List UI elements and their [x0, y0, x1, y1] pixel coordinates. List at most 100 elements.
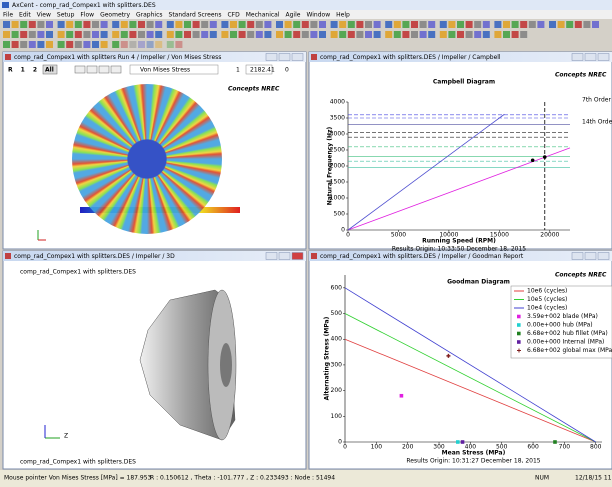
toolbar-button[interactable]	[129, 41, 137, 48]
window-button[interactable]	[597, 53, 610, 61]
value-box[interactable]	[245, 64, 273, 75]
toolbar-button[interactable]	[549, 21, 556, 28]
window-button[interactable]	[278, 53, 291, 61]
toolbar-button[interactable]	[247, 31, 255, 38]
toolbar-button[interactable]	[74, 31, 82, 38]
toolbar-button[interactable]	[129, 31, 137, 38]
window-button[interactable]	[265, 252, 278, 260]
toolbar-button[interactable]	[557, 21, 565, 28]
menu-item[interactable]: Geometry	[100, 12, 130, 19]
toolbar-button[interactable]	[448, 31, 456, 38]
toolbar-button[interactable]	[74, 41, 82, 48]
menu-item[interactable]: Standard Screens	[169, 12, 222, 19]
toolbar-button[interactable]	[411, 31, 418, 38]
menu-item[interactable]: Help	[336, 12, 350, 19]
toolbar-button[interactable]	[192, 31, 200, 38]
toolbar-button[interactable]	[310, 21, 318, 28]
toolbar-button[interactable]	[209, 31, 217, 38]
toolbar-button[interactable]	[37, 21, 45, 28]
toolbar-button[interactable]	[537, 21, 545, 28]
menu-item[interactable]: File	[3, 12, 13, 19]
toolbar-toggle[interactable]: 2	[33, 67, 37, 74]
window-button[interactable]	[571, 252, 584, 260]
toolbar-button[interactable]	[264, 31, 272, 38]
toolbar-button[interactable]	[92, 41, 99, 48]
toolbar-button[interactable]	[293, 21, 301, 28]
toolbar-button[interactable]	[365, 21, 372, 28]
toolbar-button[interactable]	[11, 41, 19, 48]
toolbar-button[interactable]	[284, 31, 292, 38]
toolbar-button[interactable]	[83, 31, 91, 38]
toolbar-button[interactable]	[3, 31, 10, 38]
toolbar-button[interactable]	[457, 21, 464, 28]
toolbar-button[interactable]	[46, 21, 53, 28]
toolbar-button[interactable]	[373, 21, 381, 28]
toolbar-button[interactable]	[503, 31, 510, 38]
toolbar-button[interactable]	[520, 31, 528, 38]
toolbar-button[interactable]	[146, 21, 154, 28]
toolbar-button[interactable]	[201, 21, 209, 28]
toolbar-button[interactable]	[474, 21, 482, 28]
toolbar-button[interactable]	[166, 41, 174, 48]
toolbar-button[interactable]	[11, 31, 19, 38]
toolbar-button[interactable]	[57, 41, 65, 48]
toolbar-button[interactable]	[511, 31, 519, 38]
menu-item[interactable]: Setup	[57, 12, 75, 19]
toolbar-button[interactable]	[393, 31, 401, 38]
toolbar-button[interactable]	[100, 21, 108, 28]
toolbar-button[interactable]	[301, 21, 309, 28]
toolbar-button[interactable]	[474, 31, 482, 38]
toolbar-button[interactable]	[28, 31, 36, 38]
toolbar-button[interactable]	[138, 41, 145, 48]
toolbar-button[interactable]	[428, 31, 436, 38]
toolbar-button[interactable]	[247, 21, 255, 28]
toolbar-button[interactable]	[92, 31, 99, 38]
toolbar-button[interactable]	[112, 31, 120, 38]
toolbar-button[interactable]	[255, 21, 263, 28]
toolbar-button[interactable]	[419, 31, 427, 38]
toolbar-button[interactable]	[46, 31, 53, 38]
toolbar-button[interactable]	[66, 31, 74, 38]
toolbar-button[interactable]	[503, 21, 510, 28]
toolbar-button[interactable]	[592, 21, 599, 28]
toolbar-button[interactable]	[465, 31, 473, 38]
toolbar-button[interactable]	[184, 21, 191, 28]
toolbar-button[interactable]	[28, 41, 36, 48]
toolbar-button[interactable]	[155, 31, 163, 38]
toolbar-button[interactable]	[293, 31, 301, 38]
toolbar-button[interactable]	[339, 31, 347, 38]
toolbar-button[interactable]	[37, 31, 45, 38]
toolbar-button[interactable]	[402, 21, 410, 28]
toolbar-button[interactable]	[339, 21, 347, 28]
toolbar-button[interactable]	[11, 21, 19, 28]
toolbar-button[interactable]	[166, 21, 174, 28]
toolbar-button[interactable]	[112, 21, 120, 28]
window-button[interactable]	[571, 53, 584, 61]
dropdown[interactable]	[129, 64, 219, 75]
toolbar-button[interactable]	[166, 31, 174, 38]
menu-item[interactable]: Edit	[19, 12, 31, 19]
toolbar-button[interactable]	[310, 31, 318, 38]
toolbar-button[interactable]	[221, 21, 229, 28]
toolbar-button[interactable]	[365, 31, 372, 38]
toolbar-button[interactable]	[520, 21, 528, 28]
view-button[interactable]	[74, 65, 86, 74]
toolbar-button[interactable]	[66, 41, 74, 48]
toolbar-button[interactable]	[528, 21, 536, 28]
toolbar-button[interactable]	[201, 31, 209, 38]
menu-item[interactable]: View	[37, 12, 51, 19]
toolbar-button[interactable]	[494, 21, 502, 28]
window-button[interactable]	[597, 252, 610, 260]
toolbar-button[interactable]	[192, 21, 200, 28]
toolbar-button[interactable]	[221, 31, 229, 38]
toolbar-button[interactable]	[3, 21, 10, 28]
toolbar-button[interactable]	[439, 31, 447, 38]
toolbar-button[interactable]	[356, 31, 364, 38]
toolbar-button[interactable]	[419, 21, 427, 28]
toolbar-button[interactable]	[175, 21, 183, 28]
toolbar-button[interactable]	[184, 31, 191, 38]
toolbar-button[interactable]	[393, 21, 401, 28]
toolbar-button[interactable]	[583, 21, 591, 28]
toolbar-button[interactable]	[385, 31, 393, 38]
toolbar-button[interactable]	[494, 31, 502, 38]
